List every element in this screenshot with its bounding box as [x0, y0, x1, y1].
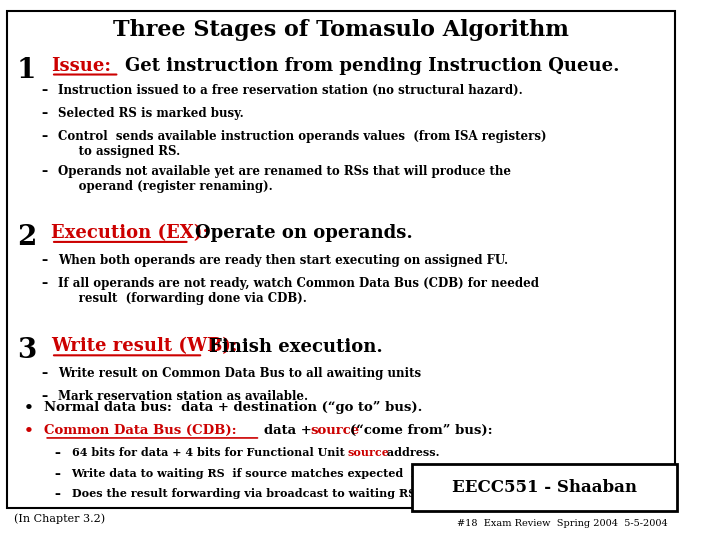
- Text: •: •: [24, 424, 34, 438]
- Text: Write result on Common Data Bus to all awaiting units: Write result on Common Data Bus to all a…: [58, 367, 421, 380]
- Text: Get instruction from pending Instruction Queue.: Get instruction from pending Instruction…: [125, 57, 619, 75]
- Text: Operate on operands.: Operate on operands.: [195, 224, 413, 242]
- Text: –: –: [41, 254, 47, 267]
- Text: Write result (WB):: Write result (WB):: [51, 338, 238, 355]
- Text: 3: 3: [17, 338, 36, 364]
- Text: Selected RS is marked busy.: Selected RS is marked busy.: [58, 107, 243, 120]
- Text: –: –: [41, 277, 47, 290]
- Text: Execution (EX):: Execution (EX):: [51, 224, 209, 242]
- Text: –: –: [41, 130, 47, 143]
- Text: source: source: [310, 424, 359, 437]
- Text: data +: data +: [264, 424, 312, 437]
- Text: Instruction issued to a free reservation station (no structural hazard).: Instruction issued to a free reservation…: [58, 84, 523, 97]
- Text: (In Chapter 3.2): (In Chapter 3.2): [14, 513, 104, 524]
- Text: –: –: [55, 468, 60, 481]
- Text: 2: 2: [17, 224, 37, 251]
- Text: –: –: [41, 84, 47, 97]
- Text: –: –: [41, 107, 47, 120]
- Text: •: •: [24, 401, 34, 415]
- Text: Common Data Bus (CDB):: Common Data Bus (CDB):: [45, 424, 237, 437]
- Text: Mark reservation station as available.: Mark reservation station as available.: [58, 390, 308, 403]
- Text: Issue:: Issue:: [51, 57, 111, 75]
- Text: EECC551 - Shaaban: EECC551 - Shaaban: [452, 479, 637, 496]
- Text: #18  Exam Review  Spring 2004  5-5-2004: #18 Exam Review Spring 2004 5-5-2004: [457, 519, 667, 529]
- Text: –: –: [55, 488, 60, 501]
- Text: –: –: [41, 165, 47, 178]
- Text: Three Stages of Tomasulo Algorithm: Three Stages of Tomasulo Algorithm: [113, 19, 569, 41]
- Text: source: source: [347, 447, 390, 458]
- Text: address.: address.: [383, 447, 440, 458]
- Text: –: –: [41, 390, 47, 403]
- Text: (“come from” bus):: (“come from” bus):: [349, 424, 492, 437]
- Text: Normal data bus:  data + destination (“go to” bus).: Normal data bus: data + destination (“go…: [45, 401, 423, 414]
- Text: Finish execution.: Finish execution.: [209, 338, 382, 355]
- Text: Does the result forwarding via broadcast to waiting RSs.: Does the result forwarding via broadcast…: [71, 488, 426, 499]
- FancyBboxPatch shape: [6, 11, 675, 508]
- FancyBboxPatch shape: [413, 464, 677, 511]
- Text: Control  sends available instruction operands values  (from ISA registers)
     : Control sends available instruction oper…: [58, 130, 546, 158]
- Text: –: –: [55, 447, 60, 460]
- Text: Operands not available yet are renamed to RSs that will produce the
     operand: Operands not available yet are renamed t…: [58, 165, 511, 193]
- Text: Write data to waiting RS  if source matches expected  RS (that produces result).: Write data to waiting RS if source match…: [71, 468, 575, 478]
- Text: When both operands are ready then start executing on assigned FU.: When both operands are ready then start …: [58, 254, 508, 267]
- Text: 1: 1: [17, 57, 37, 84]
- Text: –: –: [41, 367, 47, 380]
- Text: 64 bits for data + 4 bits for Functional Unit: 64 bits for data + 4 bits for Functional…: [71, 447, 348, 458]
- Text: If all operands are not ready, watch Common Data Bus (CDB) for needed
     resul: If all operands are not ready, watch Com…: [58, 277, 539, 305]
